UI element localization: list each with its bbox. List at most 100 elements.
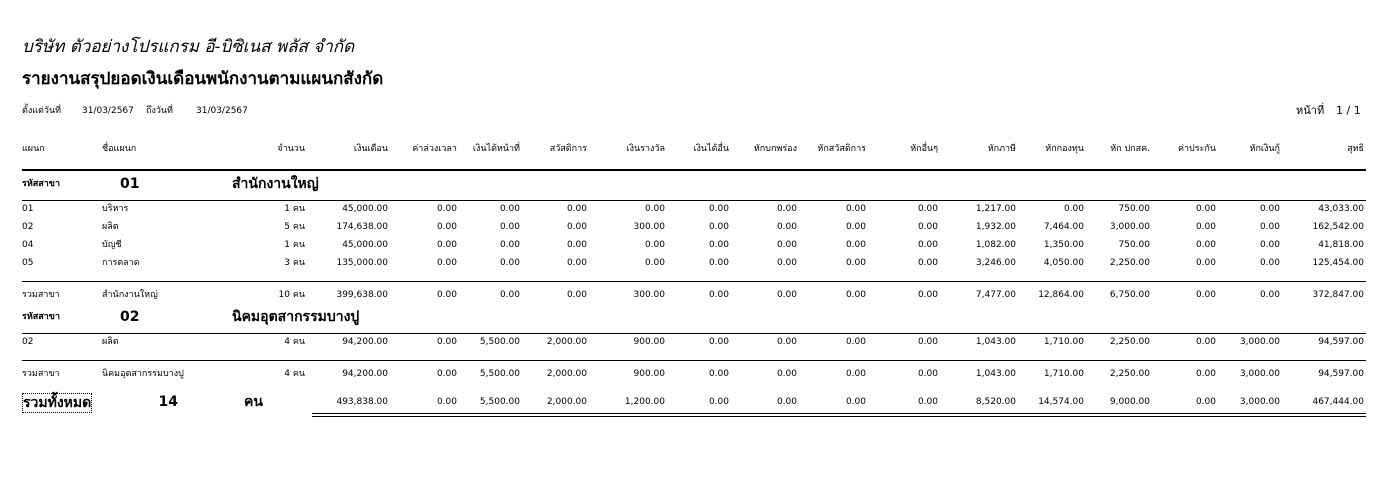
data-row: 1,043.00 — [975, 337, 1016, 347]
data-row: 0.00 — [708, 240, 729, 250]
branch-code: 01 — [120, 176, 140, 192]
data-row: 0.00 — [644, 204, 665, 214]
data-row: 0.00 — [1259, 240, 1280, 250]
data-row: 0.00 — [499, 222, 520, 232]
data-row: 0.00 — [845, 222, 866, 232]
column-header: ชื่อแผนก — [102, 144, 137, 154]
data-row: 02 — [22, 222, 34, 232]
data-row: 0.00 — [708, 337, 729, 347]
grand-total-value: 2,000.00 — [546, 397, 587, 407]
data-row: 5 คน — [284, 222, 305, 232]
grand-total-value: 0.00 — [917, 397, 938, 407]
column-header: ค่าประกัน — [1177, 144, 1216, 154]
data-row: 3,246.00 — [975, 258, 1016, 268]
branch-total: 0.00 — [1195, 290, 1216, 300]
rule — [22, 333, 1366, 334]
branch-total: รวมสาขา — [22, 369, 60, 379]
data-row: 300.00 — [633, 222, 666, 232]
branch-total: 94,200.00 — [342, 369, 388, 379]
branch-total: 2,000.00 — [546, 369, 587, 379]
data-row: 1 คน — [284, 204, 305, 214]
data-row: 0.00 — [499, 204, 520, 214]
from-date: 31/03/2567 — [82, 106, 134, 116]
column-header: ค่าล่วงเวลา — [412, 144, 457, 154]
grand-total-value: 467,444.00 — [1312, 397, 1364, 407]
data-row: 94,597.00 — [1318, 337, 1364, 347]
data-row: 0.00 — [776, 337, 797, 347]
data-row: 0.00 — [776, 204, 797, 214]
data-row: 3,000.00 — [1239, 337, 1280, 347]
column-header: หักอื่นๆ — [910, 144, 938, 154]
branch-total: 0.00 — [1195, 369, 1216, 379]
data-row: 0.00 — [1195, 258, 1216, 268]
branch-total: 1,710.00 — [1043, 369, 1084, 379]
page-number: 1 / 1 — [1336, 104, 1361, 117]
branch-total: 0.00 — [917, 290, 938, 300]
data-row: 0.00 — [566, 222, 587, 232]
data-row: 2,000.00 — [546, 337, 587, 347]
grand-total-value: 9,000.00 — [1109, 397, 1150, 407]
branch-code: 02 — [120, 309, 140, 325]
grand-total-value: 1,200.00 — [624, 397, 665, 407]
column-header: หักกองทุน — [1045, 144, 1084, 154]
data-row: 0.00 — [1063, 204, 1084, 214]
data-row: 2,250.00 — [1109, 337, 1150, 347]
data-row: 1,932.00 — [975, 222, 1016, 232]
data-row: 04 — [22, 240, 34, 250]
branch-total: 0.00 — [917, 369, 938, 379]
data-row: 41,818.00 — [1318, 240, 1364, 250]
data-row: 0.00 — [708, 222, 729, 232]
data-row: บัญชี — [102, 240, 122, 250]
branch-label: รหัสสาขา — [22, 312, 61, 322]
data-row: 0.00 — [566, 240, 587, 250]
data-row: 3,000.00 — [1109, 222, 1150, 232]
data-row: 45,000.00 — [342, 204, 388, 214]
branch-label: รหัสสาขา — [22, 179, 61, 189]
rule — [22, 169, 1366, 171]
data-row: 0.00 — [776, 258, 797, 268]
column-header: เงินเดือน — [353, 144, 388, 154]
branch-total: 0.00 — [1259, 290, 1280, 300]
grand-total-unit: คน — [244, 394, 263, 410]
branch-total: 0.00 — [708, 369, 729, 379]
grand-total-value: 0.00 — [1195, 397, 1216, 407]
branch-total: สำนักงานใหญ่ — [102, 290, 158, 300]
data-row: 1,710.00 — [1043, 337, 1084, 347]
branch-total: 0.00 — [776, 369, 797, 379]
grand-total-value: 0.00 — [845, 397, 866, 407]
column-header: หัก ปกสค. — [1110, 144, 1150, 154]
data-row: 0.00 — [1195, 240, 1216, 250]
branch-total: 0.00 — [845, 290, 866, 300]
data-row: 125,454.00 — [1312, 258, 1364, 268]
branch-total: รวมสาขา — [22, 290, 60, 300]
data-row: 0.00 — [499, 240, 520, 250]
data-row: 0.00 — [566, 258, 587, 268]
branch-total: 12,864.00 — [1038, 290, 1084, 300]
branch-total: 0.00 — [845, 369, 866, 379]
rule — [22, 200, 1366, 201]
data-row: 0.00 — [1195, 222, 1216, 232]
data-row: 0.00 — [917, 222, 938, 232]
data-row: 174,638.00 — [336, 222, 388, 232]
data-row: 0.00 — [917, 204, 938, 214]
data-row: ผลิต — [102, 222, 119, 232]
data-row: 0.00 — [917, 337, 938, 347]
column-header: หักภาษี — [987, 144, 1016, 154]
column-header: หักสวัสดิการ — [817, 144, 866, 154]
branch-name: สำนักงานใหญ่ — [232, 176, 319, 192]
data-row: 0.00 — [1259, 222, 1280, 232]
data-row: ผลิต — [102, 337, 119, 347]
data-row: 0.00 — [436, 204, 457, 214]
data-row: 0.00 — [1195, 204, 1216, 214]
to-date: 31/03/2567 — [196, 106, 248, 116]
branch-total: 0.00 — [776, 290, 797, 300]
data-row: 0.00 — [499, 258, 520, 268]
data-row: 01 — [22, 204, 34, 214]
data-row: 0.00 — [436, 337, 457, 347]
company: บริษัท ตัวอย่างโปรแกรม อี-บิซิเนส พลัส จ… — [22, 37, 355, 57]
rule — [22, 281, 1366, 282]
data-row: 45,000.00 — [342, 240, 388, 250]
rule — [22, 360, 1366, 361]
data-row: 1,082.00 — [975, 240, 1016, 250]
branch-total: 0.00 — [436, 290, 457, 300]
